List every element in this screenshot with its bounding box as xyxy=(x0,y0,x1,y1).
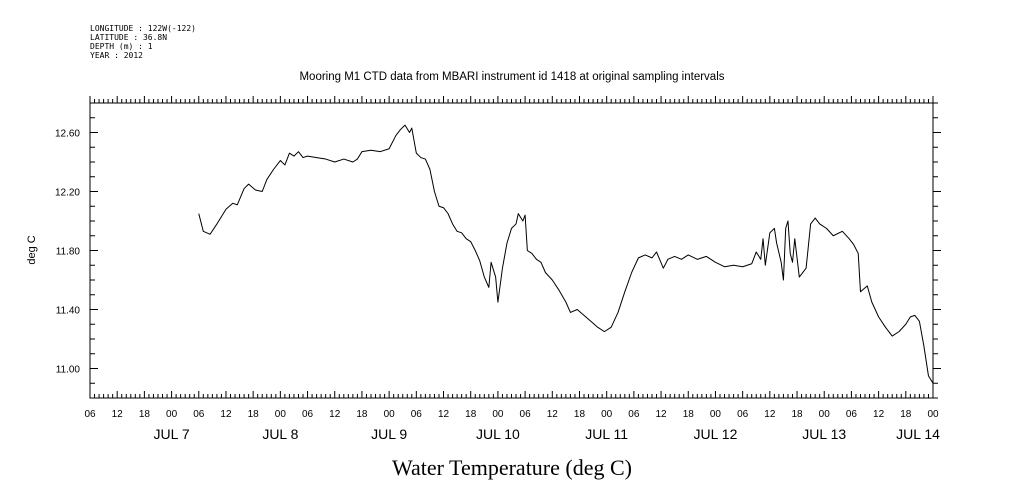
x-hour-label: 06 xyxy=(846,409,858,420)
x-hour-label: 18 xyxy=(791,409,803,420)
x-day-label: JUL 14 xyxy=(896,426,940,442)
x-hour-label: 06 xyxy=(628,409,640,420)
x-hour-label: 12 xyxy=(329,409,341,420)
x-hour-label: 00 xyxy=(601,409,613,420)
x-hour-label: 00 xyxy=(819,409,831,420)
x-day-label: JUL 10 xyxy=(476,426,520,442)
y-tick-label: 12.20 xyxy=(55,188,80,199)
x-hour-label: 06 xyxy=(193,409,205,420)
x-hour-label: 18 xyxy=(465,409,477,420)
chart-title: Mooring M1 CTD data from MBARI instrumen… xyxy=(299,71,724,83)
meta-latitude: LATITUDE : 36.8N xyxy=(90,33,167,42)
x-hour-label: 06 xyxy=(520,409,532,420)
x-day-label: JUL 12 xyxy=(694,426,738,442)
x-hour-label: 00 xyxy=(927,409,939,420)
x-day-label: JUL 7 xyxy=(154,426,190,442)
meta-longitude: LONGITUDE : 122W(-122) xyxy=(90,24,196,33)
y-tick-label: 11.00 xyxy=(56,365,81,376)
x-hour-label: 06 xyxy=(411,409,423,420)
x-hour-label: 12 xyxy=(764,409,776,420)
x-hour-label: 00 xyxy=(166,409,178,420)
x-hour-label: 18 xyxy=(139,409,151,420)
series-line xyxy=(198,124,934,384)
x-hour-label: 00 xyxy=(492,409,504,420)
x-hour-label: 06 xyxy=(737,409,749,420)
x-hour-label: 12 xyxy=(547,409,559,420)
x-hour-label: 12 xyxy=(438,409,450,420)
x-day-label: JUL 13 xyxy=(802,426,846,442)
y-tick-label: 11.40 xyxy=(56,306,81,317)
x-hour-label: 18 xyxy=(248,409,260,420)
y-axis-ticks xyxy=(90,102,941,399)
y-axis-labels: 12.60 12.20 11.80 11.40 11.00 xyxy=(55,129,80,376)
x-hour-label: 18 xyxy=(900,409,912,420)
x-hour-label: 00 xyxy=(384,409,396,420)
x-axis-ticks xyxy=(89,96,934,398)
x-hour-label: 06 xyxy=(84,409,96,420)
x-day-label: JUL 8 xyxy=(262,426,298,442)
y-tick-label: 11.80 xyxy=(56,247,81,258)
x-hour-label: 12 xyxy=(873,409,885,420)
x-hour-label: 18 xyxy=(574,409,586,420)
meta-depth: DEPTH (m) : 1 xyxy=(90,42,153,51)
y-tick-label: 12.60 xyxy=(55,129,80,140)
x-hour-label: 06 xyxy=(302,409,314,420)
x-day-labels: JUL 7 JUL 8 JUL 9 JUL 10 JUL 11 JUL 12 JUL 13 J… xyxy=(154,426,941,442)
x-hour-label: 18 xyxy=(356,409,368,420)
x-hour-label: 12 xyxy=(112,409,124,420)
x-hour-label: 12 xyxy=(220,409,232,420)
x-hour-label: 18 xyxy=(683,409,695,420)
x-day-label: JUL 9 xyxy=(371,426,407,442)
x-hour-label: 00 xyxy=(710,409,722,420)
x-axis-label: Water Temperature (deg C) xyxy=(392,455,632,480)
meta-year: YEAR : 2012 xyxy=(90,51,143,60)
plot-frame xyxy=(89,102,934,399)
x-hour-labels: 06 12 18 00 06 12 18 00 06 12 18 00 06 12 18 00 06 12 18 00… xyxy=(84,409,939,420)
x-hour-label: 00 xyxy=(275,409,287,420)
y-axis-label: deg C xyxy=(26,235,38,264)
x-hour-label: 12 xyxy=(656,409,668,420)
x-day-label: JUL 11 xyxy=(585,426,628,442)
